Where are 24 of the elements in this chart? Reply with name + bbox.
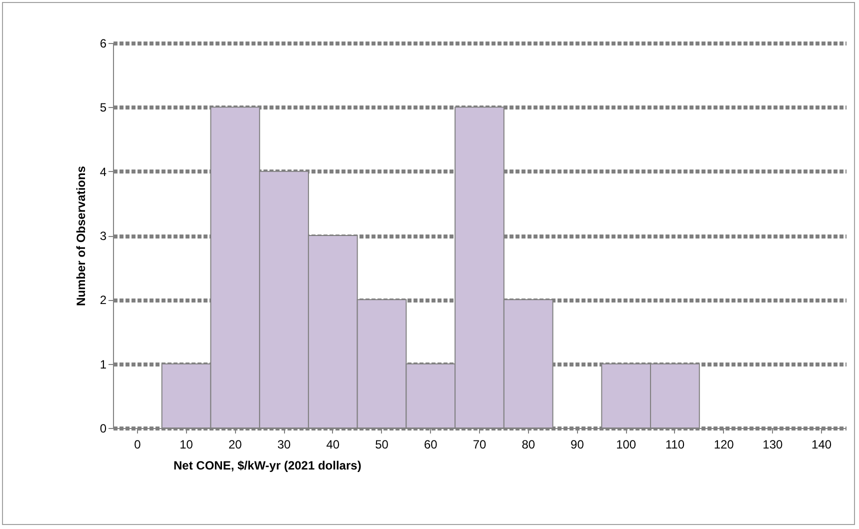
x-tick-label: 140: [812, 438, 832, 452]
y-tick-label: 6: [100, 36, 107, 50]
x-tick-label: 120: [714, 438, 734, 452]
x-tick-label: 0: [134, 438, 142, 452]
y-tick-label: 1: [100, 357, 107, 372]
x-tick-label: 20: [228, 438, 242, 452]
y-axis-title: Number of Observations: [74, 166, 88, 306]
x-tick-label: 70: [472, 438, 486, 452]
x-tick-label: 100: [616, 438, 636, 452]
x-tick-label: 130: [762, 438, 784, 452]
y-tick-label: 0: [100, 422, 107, 436]
x-tick-label: 90: [570, 438, 584, 452]
y-tick-label: 3: [100, 229, 107, 243]
y-tick-label: 5: [100, 100, 107, 115]
x-tick-label: 30: [277, 438, 292, 452]
y-tick-label: 4: [100, 164, 107, 179]
x-tick-label: 60: [424, 438, 438, 452]
y-tick-label: 2: [100, 293, 107, 308]
x-axis-title: Net CONE, $/kW-yr (2021 dollars): [174, 458, 362, 472]
x-tick-label: 80: [522, 438, 536, 452]
x-tick-label: 40: [326, 438, 340, 452]
x-tick-label: 50: [375, 438, 389, 452]
x-tick-label: 10: [180, 438, 194, 452]
x-tick-label: 110: [665, 438, 685, 452]
